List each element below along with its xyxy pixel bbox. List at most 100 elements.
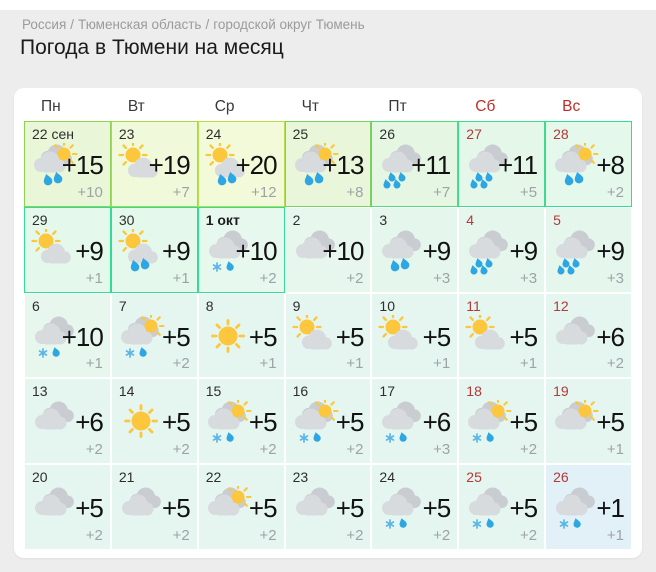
night-temp: +1 — [346, 355, 364, 373]
day-cell[interactable]: 24 +20 +12 — [197, 121, 285, 207]
day-number: 2 — [292, 211, 301, 228]
night-temp: +2 — [259, 441, 277, 459]
day-number: 11 — [466, 297, 481, 314]
day-cell[interactable]: 22 +5 +2 — [197, 464, 285, 550]
day-temp: +19 — [148, 150, 191, 180]
night-temp: +2 — [172, 441, 190, 459]
day-number: 20 — [32, 469, 48, 486]
day-cell[interactable]: 12 +6 +2 — [545, 292, 632, 379]
sun-cloud-icon — [464, 311, 512, 361]
day-cell[interactable]: 1 окт +10 +2 — [197, 206, 285, 293]
day-cell[interactable]: 9 +5 +1 — [284, 292, 372, 379]
day-temp: +9 — [509, 235, 538, 266]
page-title: Погода в Тюмени на месяц — [20, 36, 284, 59]
day-cell[interactable]: 23 +19 +7 — [110, 121, 198, 207]
night-temp: +2 — [85, 527, 103, 544]
night-temp: +1 — [606, 441, 624, 459]
day-temp: +11 — [411, 150, 451, 180]
day-temp: +10 — [61, 321, 104, 352]
day-cell[interactable]: 3 +9 +3 — [371, 206, 459, 293]
day-cell[interactable]: 16 +5 +2 — [284, 378, 372, 465]
day-cell[interactable]: 20 +5 +2 — [24, 464, 111, 550]
breadcrumb-link[interactable]: Россия — [22, 17, 67, 32]
night-temp: +2 — [346, 527, 364, 544]
breadcrumb: Россия / Тюменская область / городской округ… — [22, 17, 365, 32]
day-cell[interactable]: 15 +5 +2 — [197, 378, 285, 465]
day-number: 19 — [553, 383, 569, 400]
day-cell[interactable]: 30 +9 +1 — [110, 206, 198, 293]
day-temp: +20 — [235, 150, 277, 180]
day-number: 22 сен — [32, 126, 74, 142]
night-temp: +8 — [346, 183, 364, 201]
day-temp: +9 — [75, 235, 104, 266]
day-cell[interactable]: 8 +5 +1 — [197, 292, 285, 379]
breadcrumb-link[interactable]: городской округ Тюмень — [213, 17, 365, 32]
sun-cloud-rain2-icon — [117, 226, 165, 275]
day-temp: +10 — [322, 235, 364, 266]
day-cell[interactable]: 26 +11 +7 — [371, 121, 459, 207]
day-number: 6 — [32, 297, 40, 314]
day-cell[interactable]: 2 +10 +2 — [284, 206, 372, 293]
breadcrumb-link[interactable]: Тюменская область — [78, 17, 202, 32]
night-temp: +2 — [606, 183, 624, 201]
day-cell[interactable]: 4 +9 +3 — [458, 206, 546, 293]
day-cell[interactable]: 5 +9 +3 — [545, 206, 632, 293]
day-temp: +5 — [422, 321, 452, 352]
day-cell[interactable]: 26 +1 +1 — [545, 464, 632, 550]
day-cell[interactable]: 7 +5 +2 — [110, 292, 198, 379]
day-number: 3 — [379, 211, 388, 228]
weekday-header-пт: Пт — [388, 98, 407, 115]
day-temp: +8 — [596, 150, 625, 180]
night-temp: +10 — [77, 183, 103, 201]
night-temp: +1 — [85, 355, 103, 373]
day-temp: +5 — [596, 407, 625, 438]
day-temp: +5 — [162, 321, 191, 352]
clouds-icon — [291, 229, 339, 275]
day-temp: +6 — [422, 407, 452, 438]
sun-cloud-icon — [117, 140, 165, 189]
day-temp: +5 — [509, 407, 538, 438]
day-number: 25 — [292, 126, 309, 142]
clouds-snowrain-icon — [30, 315, 78, 361]
day-cell[interactable]: 27 +11 +5 — [458, 121, 546, 207]
day-cell[interactable]: 25 +5 +2 — [458, 464, 546, 550]
cloud-sun-icon — [204, 483, 252, 532]
night-temp: +2 — [433, 527, 451, 544]
day-cell[interactable]: 17 +6 +3 — [371, 378, 459, 465]
day-cell[interactable]: 24 +5 +2 — [371, 464, 459, 550]
day-temp: +15 — [61, 150, 104, 180]
day-cell[interactable]: 10 +5 +1 — [371, 292, 459, 379]
day-cell[interactable]: 13 +6 +2 — [24, 378, 111, 465]
day-temp: +1 — [596, 493, 625, 524]
day-number: 17 — [379, 383, 395, 400]
day-cell[interactable]: 19 +5 +1 — [545, 378, 632, 465]
day-temp: +5 — [248, 407, 278, 438]
day-cell[interactable]: 6 +10 +1 — [24, 292, 111, 379]
day-cell[interactable]: 21 +5 +2 — [110, 464, 198, 550]
day-cell[interactable]: 23 +5 +2 — [284, 464, 372, 550]
day-cell[interactable]: 11 +5 +1 — [458, 292, 546, 379]
day-cell[interactable]: 29 +9 +1 — [24, 206, 111, 293]
day-cell[interactable]: 22 сен +15 +10 — [24, 121, 111, 207]
weekday-header-вт: Вт — [127, 98, 145, 115]
night-temp: +2 — [346, 269, 364, 287]
day-cell[interactable]: 28 +8 +2 — [545, 121, 632, 207]
night-temp: +2 — [346, 441, 364, 459]
day-temp: +9 — [162, 235, 191, 266]
weekday-header-row: Пн Вт Ср Чт Пт Сб Вс — [24, 88, 632, 121]
day-temp: +5 — [248, 321, 278, 352]
day-number: 18 — [466, 383, 482, 400]
day-cell[interactable]: 14 +5 +2 — [110, 378, 198, 465]
top-strip — [0, 0, 656, 10]
sun-cloud-icon — [30, 226, 78, 275]
clouds-rain2-icon — [377, 229, 425, 275]
clouds-icon — [117, 486, 165, 532]
night-temp: +2 — [172, 527, 190, 544]
day-cell[interactable]: 25 +13 +8 — [284, 121, 372, 207]
day-cell[interactable]: 18 +5 +2 — [458, 378, 546, 465]
night-temp: +12 — [251, 183, 277, 201]
night-temp: +1 — [433, 355, 451, 373]
day-number: 4 — [466, 211, 475, 228]
night-temp: +1 — [85, 269, 103, 287]
sun-icon — [117, 400, 165, 446]
